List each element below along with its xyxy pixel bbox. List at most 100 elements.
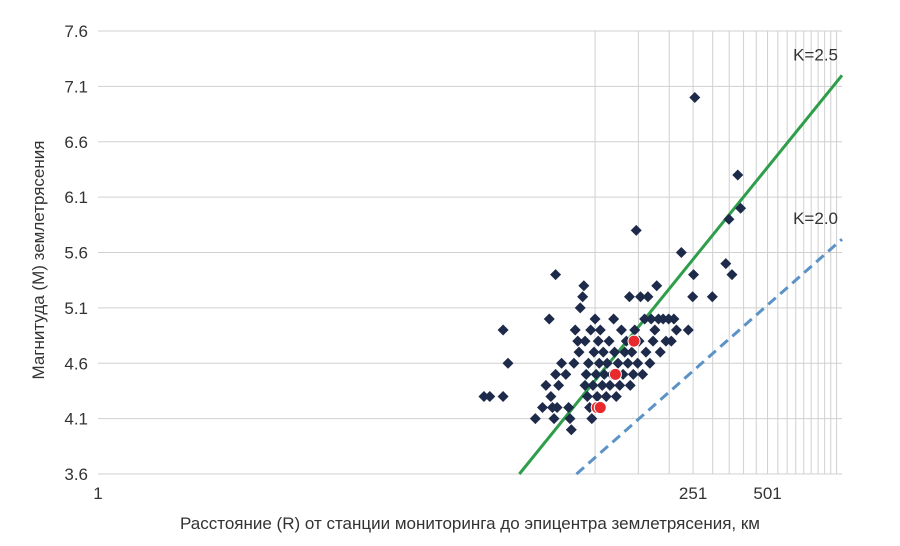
y-axis-title: Магнитуда (М) землетрясения — [29, 141, 48, 380]
data-point-diamond — [569, 324, 581, 336]
data-point-diamond — [687, 291, 699, 303]
data-point-diamond — [478, 390, 490, 402]
data-point-diamond — [529, 413, 541, 425]
data-point-diamond — [573, 346, 585, 358]
data-point-diamond — [647, 335, 659, 347]
data-point-diamond — [581, 390, 593, 402]
data-point-diamond — [556, 357, 568, 369]
data-point-diamond — [591, 390, 603, 402]
data-point-diamond — [588, 346, 600, 358]
data-point-circle — [593, 401, 607, 415]
reference-line-label: K=2.5 — [793, 45, 838, 64]
data-point-diamond — [688, 269, 700, 281]
data-point-diamond — [642, 291, 654, 303]
reference-line-label: K=2.0 — [793, 209, 838, 228]
data-point-diamond — [629, 324, 641, 336]
data-point-diamond — [580, 368, 592, 380]
data-point-diamond — [640, 346, 652, 358]
data-point-diamond — [585, 324, 597, 336]
data-point-circle — [608, 367, 622, 381]
data-point-diamond — [537, 402, 549, 414]
tick-labels: 3.6 4.1 4.6 5.1 5.6 6.1 6.6 7.1 7.6 1 251 501 K=2.5 K… — [64, 22, 838, 503]
data-point-diamond — [502, 357, 514, 369]
data-point-diamond — [545, 390, 557, 402]
data-point-diamond — [651, 280, 663, 292]
data-point-diamond — [630, 224, 642, 236]
reference-lines — [518, 74, 844, 476]
data-point-diamond — [723, 213, 735, 225]
y-tick-label: 4.1 — [64, 410, 88, 429]
data-point-diamond — [586, 413, 598, 425]
data-point-diamond — [626, 346, 638, 358]
data-point-diamond — [644, 357, 656, 369]
data-point-diamond — [614, 379, 626, 391]
data-point-diamond — [593, 357, 605, 369]
y-tick-label: 4.6 — [64, 354, 88, 373]
data-point-diamond — [665, 335, 677, 347]
data-point-diamond — [589, 313, 601, 325]
data-point-diamond — [553, 379, 565, 391]
data-point-diamond — [682, 324, 694, 336]
y-tick-label: 7.6 — [64, 22, 88, 41]
data-point-diamond — [689, 91, 701, 103]
data-point-diamond — [608, 313, 620, 325]
data-point-diamond — [590, 368, 602, 380]
data-point-diamond — [601, 357, 613, 369]
data-point-diamond — [732, 169, 744, 181]
y-tick-label: 7.1 — [64, 77, 88, 96]
data-point-diamond — [624, 379, 636, 391]
data-point-circle — [627, 334, 641, 348]
data-point-diamond — [548, 413, 560, 425]
data-point-diamond — [726, 269, 738, 281]
data-point-diamond — [560, 368, 572, 380]
data-point-diamond — [596, 379, 608, 391]
data-point-diamond — [592, 335, 604, 347]
data-point-diamond — [587, 379, 599, 391]
data-point-diamond — [668, 313, 680, 325]
data-point-diamond — [612, 357, 624, 369]
y-tick-label: 5.1 — [64, 299, 88, 318]
data-point-diamond — [735, 202, 747, 214]
data-point-diamond — [627, 368, 639, 380]
data-point-diamond — [610, 390, 622, 402]
x-tick-label: 1 — [93, 484, 102, 503]
data-point-diamond — [497, 390, 509, 402]
grid-layer — [98, 30, 842, 475]
data-point-diamond — [577, 291, 589, 303]
data-point-diamond — [622, 357, 634, 369]
data-point-diamond — [615, 324, 627, 336]
data-point-diamond — [645, 313, 657, 325]
data-point-diamond — [543, 313, 555, 325]
data-point-diamond — [657, 313, 669, 325]
data-point-diamond — [609, 346, 621, 358]
y-tick-label: 6.1 — [64, 188, 88, 207]
data-point-diamond — [564, 413, 576, 425]
data-point-diamond — [597, 346, 609, 358]
data-point-diamond — [649, 324, 661, 336]
data-point-diamond — [540, 379, 552, 391]
data-point-diamond — [484, 390, 496, 402]
data-point-diamond — [603, 335, 615, 347]
data-point-diamond — [497, 324, 509, 336]
data-point-diamond — [720, 258, 732, 270]
data-point-diamond — [670, 324, 682, 336]
x-axis-title: Расстояние (R) от станции мониторинга до… — [180, 514, 760, 533]
data-point-diamond — [600, 390, 612, 402]
x-tick-label: 501 — [753, 484, 781, 503]
data-points — [478, 91, 747, 436]
data-point-diamond — [619, 346, 631, 358]
data-point-diamond — [623, 291, 635, 303]
reference-line — [575, 238, 843, 476]
data-point-diamond — [579, 335, 591, 347]
data-point-diamond — [550, 368, 562, 380]
data-point-diamond — [563, 402, 575, 414]
data-point-diamond — [654, 346, 666, 358]
y-tick-label: 5.6 — [64, 244, 88, 263]
data-point-diamond — [635, 291, 647, 303]
x-tick-label: 251 — [679, 484, 707, 503]
data-point-diamond — [578, 280, 590, 292]
data-point-diamond — [598, 368, 610, 380]
y-tick-label: 6.6 — [64, 133, 88, 152]
